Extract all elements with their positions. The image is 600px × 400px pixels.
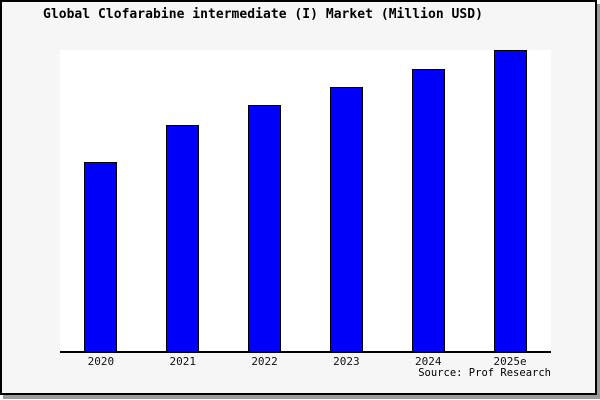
- plot-area: [60, 50, 551, 353]
- bar-slot-2025e: [469, 50, 551, 351]
- bars: [60, 50, 551, 351]
- bar-2021: [166, 124, 200, 351]
- bar-slot-2024: [387, 50, 469, 351]
- x-tick-label-2020: 2020: [87, 355, 115, 368]
- bar-2020: [84, 161, 118, 351]
- bar-2024: [411, 68, 445, 351]
- x-tick-label-2024: 2024: [414, 355, 442, 368]
- x-tick-label-2021: 2021: [169, 355, 196, 368]
- bar-2022: [248, 105, 282, 351]
- bar-2025e: [493, 50, 527, 351]
- x-axis-tick-labels: 2020 2021 2022 2023 2024 2025e: [60, 355, 551, 368]
- source-credit: Source: Prof Research: [418, 367, 551, 379]
- chart-title: Global Clofarabine intermediate (I) Mark…: [43, 7, 483, 22]
- x-tick-label-2025e: 2025e: [493, 355, 527, 368]
- bar-slot-2021: [142, 50, 224, 351]
- bar-slot-2023: [305, 50, 387, 351]
- bar-slot-2022: [224, 50, 306, 351]
- x-tick-label-2023: 2023: [333, 355, 360, 368]
- x-tick-label-2022: 2022: [251, 355, 278, 368]
- bar-2023: [329, 87, 363, 351]
- bar-slot-2020: [60, 50, 142, 351]
